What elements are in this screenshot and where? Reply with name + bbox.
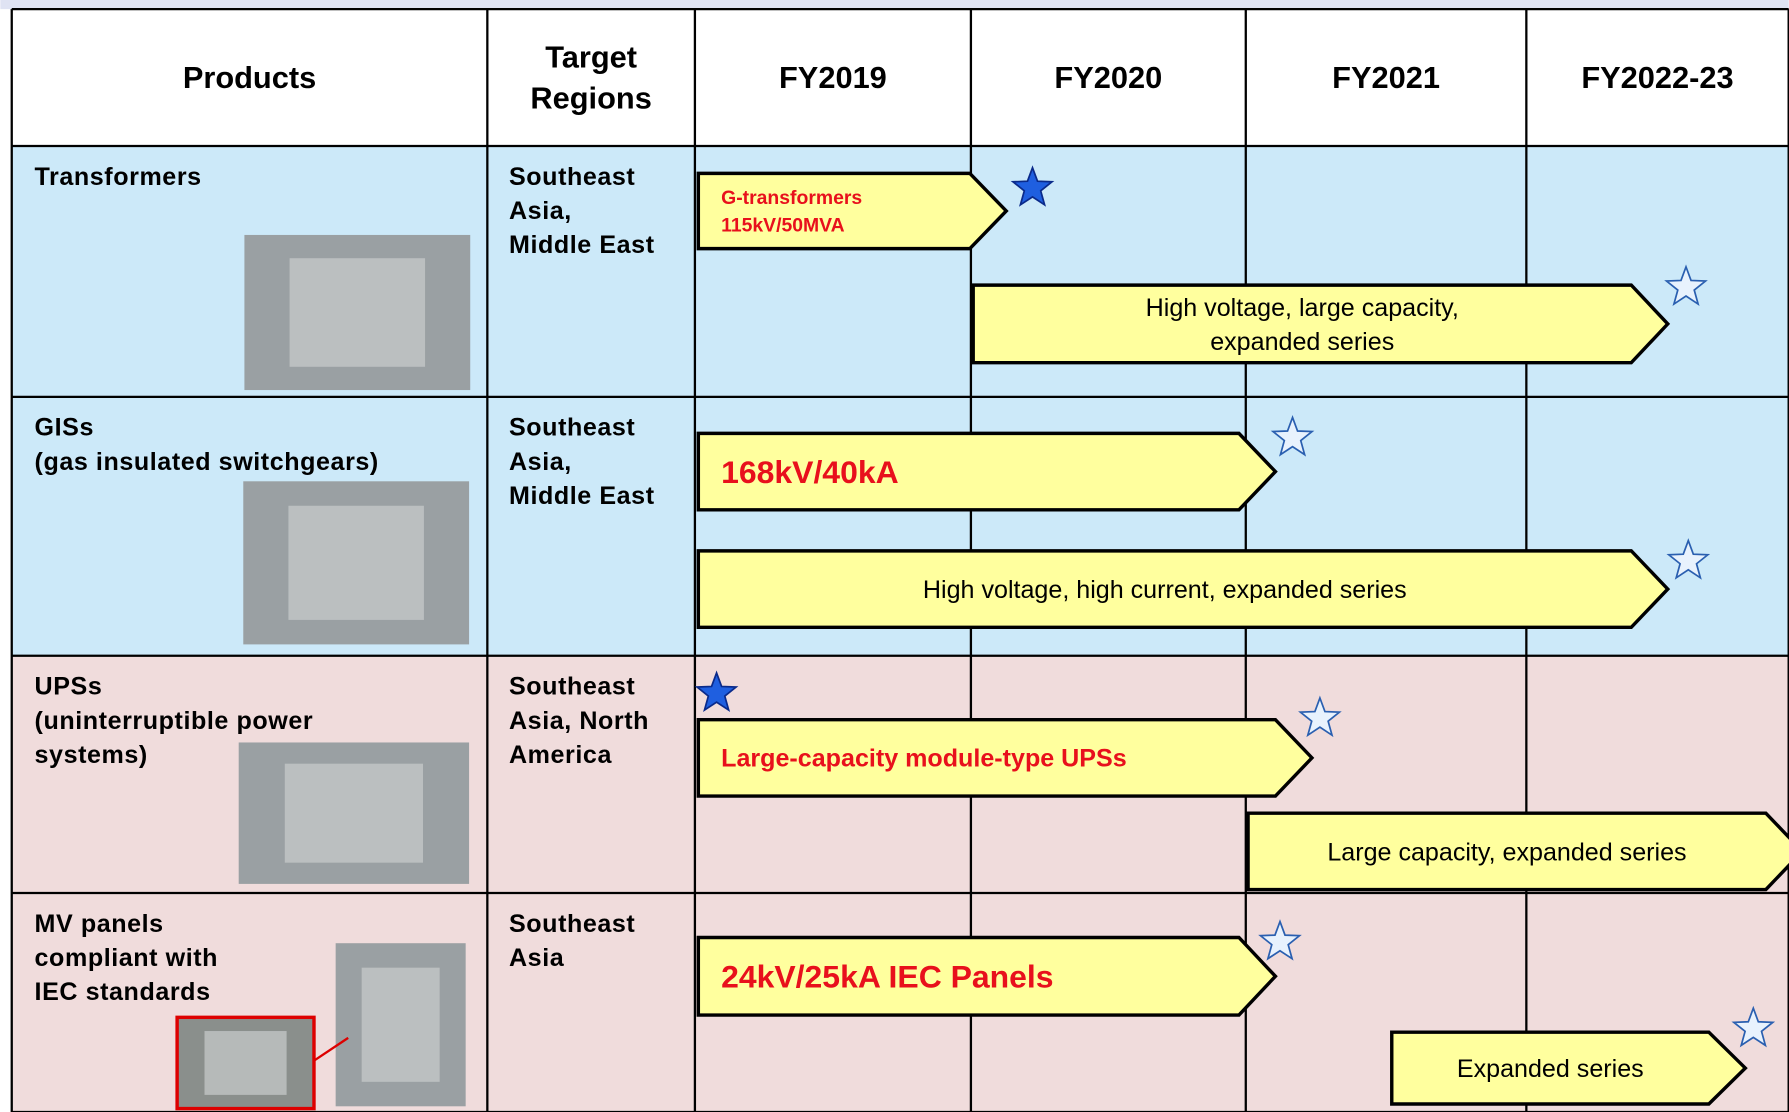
header-bg bbox=[11, 9, 1789, 146]
text-line: High voltage, high current, expanded ser… bbox=[923, 576, 1407, 604]
text-line: (uninterruptible power bbox=[35, 707, 314, 735]
text-line: Asia bbox=[509, 944, 565, 972]
milestone-star bbox=[694, 670, 739, 713]
plan-arrow bbox=[971, 283, 1671, 365]
text-line: FY2022-23 bbox=[1581, 60, 1733, 95]
text-line: compliant with bbox=[35, 944, 219, 972]
text-line: Southeast bbox=[509, 910, 635, 938]
product-name: GISs (gas insulated switchgears) bbox=[35, 414, 379, 476]
text-line: High voltage, large capacity, bbox=[1146, 294, 1459, 322]
text-line: Middle East bbox=[509, 482, 655, 510]
header-cell: Products bbox=[183, 60, 316, 95]
photo-detail bbox=[284, 763, 424, 863]
photo-callout bbox=[313, 1036, 349, 1062]
product-name: Transformers bbox=[35, 163, 202, 191]
text-line: Asia, North bbox=[509, 707, 649, 735]
text-line: Asia, bbox=[509, 448, 572, 476]
text-line: Regions bbox=[530, 80, 651, 115]
top-band bbox=[0, 0, 1789, 10]
text-line: 24kV/25kA IEC Panels bbox=[721, 958, 1053, 994]
text-line: America bbox=[509, 741, 612, 769]
text-line: GISs bbox=[35, 414, 94, 442]
text-line: Target bbox=[545, 39, 637, 74]
text-line: Asia, bbox=[509, 197, 572, 225]
target-regions: Southeast Asia, North America bbox=[509, 673, 649, 769]
plan-arrow bbox=[1390, 1030, 1748, 1106]
plan-label: 24kV/25kA IEC Panels bbox=[721, 958, 1053, 994]
photo-detail bbox=[289, 258, 426, 367]
plan-arrow bbox=[696, 549, 1671, 629]
text-line: Middle East bbox=[509, 231, 655, 259]
milestone-star bbox=[1298, 695, 1342, 738]
milestone-star bbox=[1664, 264, 1708, 307]
header-cell: Target Regions bbox=[530, 39, 651, 115]
plan-arrow bbox=[696, 431, 1278, 512]
text-line: Large capacity, expanded series bbox=[1327, 839, 1686, 867]
milestone-star bbox=[1258, 919, 1302, 961]
text-line: Southeast bbox=[509, 163, 635, 191]
text-line: systems) bbox=[35, 741, 148, 769]
text-line: Expanded series bbox=[1457, 1055, 1644, 1083]
product-name: UPSs (uninterruptible power systems) bbox=[35, 673, 314, 769]
header-cell: FY2020 bbox=[1054, 60, 1162, 95]
photo-detail bbox=[204, 1031, 287, 1095]
plan-label: Large-capacity module-type UPSs bbox=[721, 745, 1127, 773]
plan-arrow bbox=[696, 171, 1009, 251]
text-line: G-transformers bbox=[721, 187, 862, 209]
text-line: 168kV/40kA bbox=[721, 454, 899, 490]
text-line: expanded series bbox=[1210, 328, 1394, 356]
text-line: UPSs bbox=[35, 673, 103, 701]
plan-label: High voltage, large capacity, expanded se… bbox=[1146, 294, 1459, 356]
photo-detail bbox=[361, 967, 440, 1082]
text-line: Southeast bbox=[509, 673, 635, 701]
text-line: Southeast bbox=[509, 414, 635, 442]
text-line: (gas insulated switchgears) bbox=[35, 448, 379, 476]
plan-label: Large capacity, expanded series bbox=[1327, 839, 1686, 867]
plan-label: 168kV/40kA bbox=[721, 454, 899, 490]
text-line: FY2020 bbox=[1054, 60, 1162, 95]
plan-arrow bbox=[696, 935, 1278, 1017]
text-line: FY2021 bbox=[1332, 60, 1440, 95]
plan-arrow bbox=[1246, 811, 1789, 892]
text-line: IEC standards bbox=[35, 978, 211, 1006]
plan-label: G-transformers 115kV/50MVA bbox=[721, 187, 862, 236]
milestone-star bbox=[1270, 414, 1315, 457]
milestone-star bbox=[1666, 538, 1711, 580]
target-regions: Southeast Asia, Middle East bbox=[509, 414, 655, 510]
text-line: MV panels bbox=[35, 910, 164, 938]
target-regions: Southeast Asia, Middle East bbox=[509, 163, 655, 259]
text-line: Large-capacity module-type UPSs bbox=[721, 745, 1127, 773]
header-cell: FY2019 bbox=[779, 60, 887, 95]
text-line: Transformers bbox=[35, 163, 202, 191]
text-line: FY2019 bbox=[779, 60, 887, 95]
milestone-star bbox=[1731, 1005, 1776, 1048]
product-name: MV panels compliant with IEC standards bbox=[35, 910, 219, 1006]
target-regions: Southeast Asia bbox=[509, 910, 635, 972]
text-line: 115kV/50MVA bbox=[721, 214, 845, 236]
plan-label: Expanded series bbox=[1457, 1055, 1644, 1083]
milestone-star bbox=[1010, 165, 1055, 207]
header-cell: FY2021 bbox=[1332, 60, 1440, 95]
photo-detail bbox=[288, 505, 424, 620]
text-line: Products bbox=[183, 60, 316, 95]
header-cell: FY2022-23 bbox=[1581, 60, 1733, 95]
plan-label: High voltage, high current, expanded ser… bbox=[923, 576, 1407, 604]
plan-arrow bbox=[696, 717, 1315, 798]
